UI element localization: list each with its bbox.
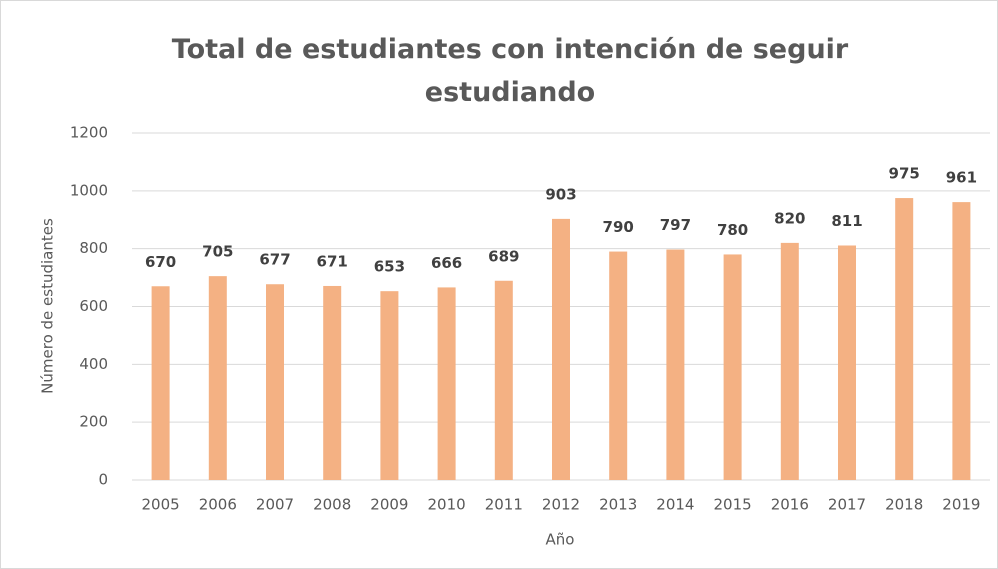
x-tick-label: 2016 bbox=[771, 496, 809, 514]
y-tick-label: 800 bbox=[79, 239, 108, 257]
y-tick-label: 400 bbox=[79, 355, 108, 373]
value-label: 666 bbox=[431, 254, 462, 272]
value-label: 961 bbox=[946, 169, 977, 187]
chart-title: Total de estudiantes con intención de se… bbox=[171, 34, 849, 108]
bar bbox=[380, 291, 399, 480]
bar bbox=[609, 251, 628, 480]
bar bbox=[437, 287, 456, 480]
value-label: 903 bbox=[545, 185, 576, 203]
value-label: 790 bbox=[603, 218, 634, 236]
x-tick-label: 2009 bbox=[370, 496, 408, 514]
value-label: 780 bbox=[717, 221, 748, 239]
value-label: 671 bbox=[317, 252, 348, 270]
bar bbox=[666, 249, 685, 480]
x-tick-label: 2017 bbox=[828, 496, 866, 514]
y-tick-label: 1000 bbox=[70, 181, 108, 199]
bar bbox=[952, 202, 971, 480]
bar bbox=[494, 280, 513, 480]
value-label: 797 bbox=[660, 216, 691, 234]
value-label: 820 bbox=[774, 209, 805, 227]
value-label: 677 bbox=[259, 251, 290, 269]
bar bbox=[895, 198, 914, 480]
value-label: 975 bbox=[889, 165, 920, 183]
value-label: 705 bbox=[202, 243, 233, 261]
x-tick-label: 2019 bbox=[942, 496, 980, 514]
bar bbox=[208, 276, 227, 480]
x-tick-label: 2005 bbox=[142, 496, 180, 514]
bar bbox=[266, 284, 284, 480]
value-label: 653 bbox=[374, 258, 405, 276]
x-tick-label: 2010 bbox=[428, 496, 466, 514]
x-tick-label: 2013 bbox=[599, 496, 637, 514]
x-tick-label: 2008 bbox=[313, 496, 351, 514]
y-axis-label: Número de estudiantes bbox=[39, 218, 57, 394]
x-tick-label: 2006 bbox=[199, 496, 237, 514]
bar bbox=[323, 285, 342, 480]
y-tick-label: 600 bbox=[79, 297, 108, 315]
bar bbox=[838, 245, 856, 480]
x-tick-label: 2018 bbox=[885, 496, 923, 514]
value-label: 670 bbox=[145, 253, 176, 271]
x-tick-label: 2012 bbox=[542, 496, 580, 514]
bar bbox=[723, 254, 742, 480]
y-tick-label: 1200 bbox=[70, 124, 108, 142]
bar bbox=[552, 218, 570, 480]
y-tick-label: 200 bbox=[79, 413, 108, 431]
bar bbox=[780, 242, 799, 480]
x-tick-label: 2015 bbox=[714, 496, 752, 514]
x-axis-label: Año bbox=[546, 531, 575, 549]
x-tick-label: 2014 bbox=[656, 496, 694, 514]
x-tick-label: 2007 bbox=[256, 496, 294, 514]
y-tick-label: 0 bbox=[98, 471, 108, 489]
x-tick-label: 2011 bbox=[485, 496, 523, 514]
value-label: 811 bbox=[831, 212, 862, 230]
value-label: 689 bbox=[488, 247, 519, 265]
bar bbox=[151, 286, 170, 480]
